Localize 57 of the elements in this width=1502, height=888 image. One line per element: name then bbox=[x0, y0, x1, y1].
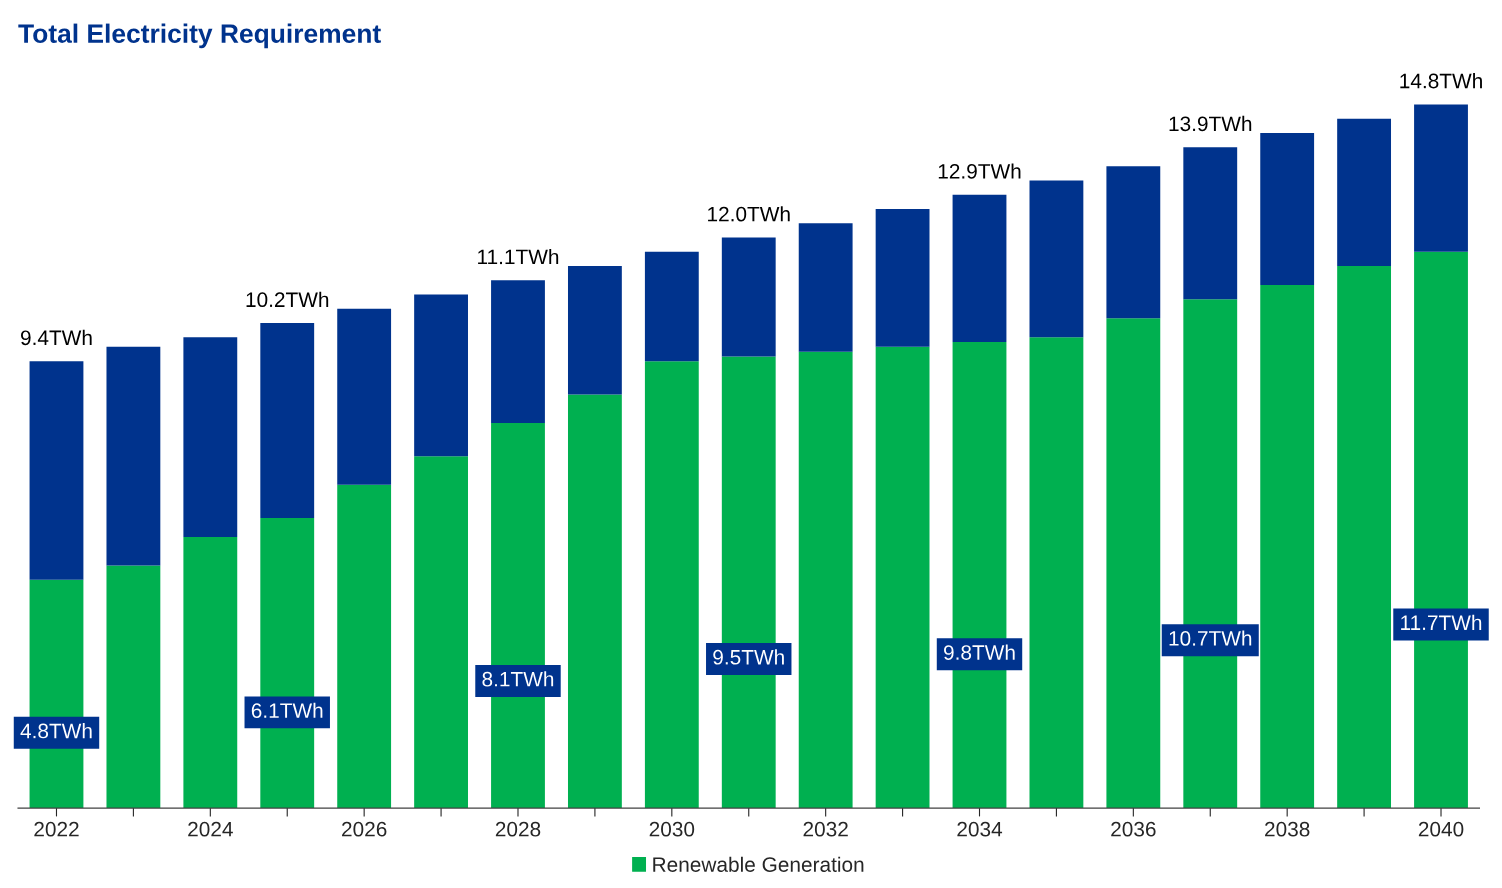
total-label: 9.4TWh bbox=[20, 329, 92, 346]
legend-label: Renewable Generation bbox=[653, 856, 864, 872]
bar bbox=[952, 194, 1007, 343]
bar bbox=[721, 237, 776, 357]
bar bbox=[183, 337, 238, 538]
data-label: 4.8TWh bbox=[20, 723, 92, 739]
x-tick-label: 2034 bbox=[957, 821, 1003, 837]
data-label: 9.5TWh bbox=[713, 649, 784, 665]
x-tick-label: 2040 bbox=[1418, 821, 1464, 837]
bar bbox=[1337, 118, 1392, 267]
x-tick-label: 2028 bbox=[495, 821, 541, 837]
bar bbox=[644, 361, 699, 809]
total-label: 10.2TWh bbox=[246, 291, 329, 308]
bar bbox=[1183, 147, 1238, 300]
bar bbox=[1414, 104, 1468, 252]
bar bbox=[567, 266, 622, 395]
bar bbox=[567, 394, 622, 809]
bar bbox=[798, 351, 853, 809]
bar bbox=[106, 565, 161, 809]
x-tick-label: 2038 bbox=[1265, 821, 1310, 837]
bar bbox=[798, 223, 853, 352]
x-tick-label: 2022 bbox=[34, 821, 79, 837]
bar bbox=[491, 280, 545, 423]
bar bbox=[1106, 318, 1161, 809]
bar bbox=[414, 456, 468, 809]
bar bbox=[260, 323, 315, 519]
bar bbox=[106, 346, 161, 566]
x-tick-label: 2036 bbox=[1111, 821, 1156, 837]
data-label: 11.7TWh bbox=[1401, 614, 1482, 630]
bar bbox=[644, 251, 699, 362]
bar bbox=[875, 346, 930, 809]
bar bbox=[337, 484, 392, 809]
total-label: 13.9TWh bbox=[1169, 115, 1252, 132]
x-tick-label: 2032 bbox=[803, 821, 848, 837]
bar bbox=[1029, 337, 1084, 809]
data-label: 9.8TWh bbox=[944, 644, 1015, 660]
bar bbox=[29, 361, 84, 580]
bar bbox=[1260, 132, 1315, 286]
bar bbox=[1029, 180, 1084, 338]
total-label: 12.9TWh bbox=[938, 163, 1021, 179]
total-label: 14.8TWh bbox=[1400, 73, 1482, 89]
bar bbox=[1337, 266, 1392, 809]
data-label: 6.1TWh bbox=[251, 702, 323, 718]
chart-title: Total Electricity Requirement bbox=[18, 23, 381, 49]
x-tick-label: 2026 bbox=[342, 821, 387, 837]
data-label: 8.1TWh bbox=[482, 671, 554, 687]
bar bbox=[414, 294, 468, 457]
x-tick-label: 2024 bbox=[188, 821, 233, 837]
bar bbox=[1260, 285, 1315, 809]
data-label: 10.7TWh bbox=[1169, 630, 1252, 646]
bar bbox=[875, 208, 930, 347]
total-label: 11.1TWh bbox=[478, 249, 559, 265]
total-label: 12.0TWh bbox=[708, 206, 790, 222]
bar bbox=[337, 308, 392, 485]
x-tick-label: 2030 bbox=[649, 821, 695, 837]
bar bbox=[1106, 166, 1161, 319]
bar bbox=[183, 537, 238, 809]
